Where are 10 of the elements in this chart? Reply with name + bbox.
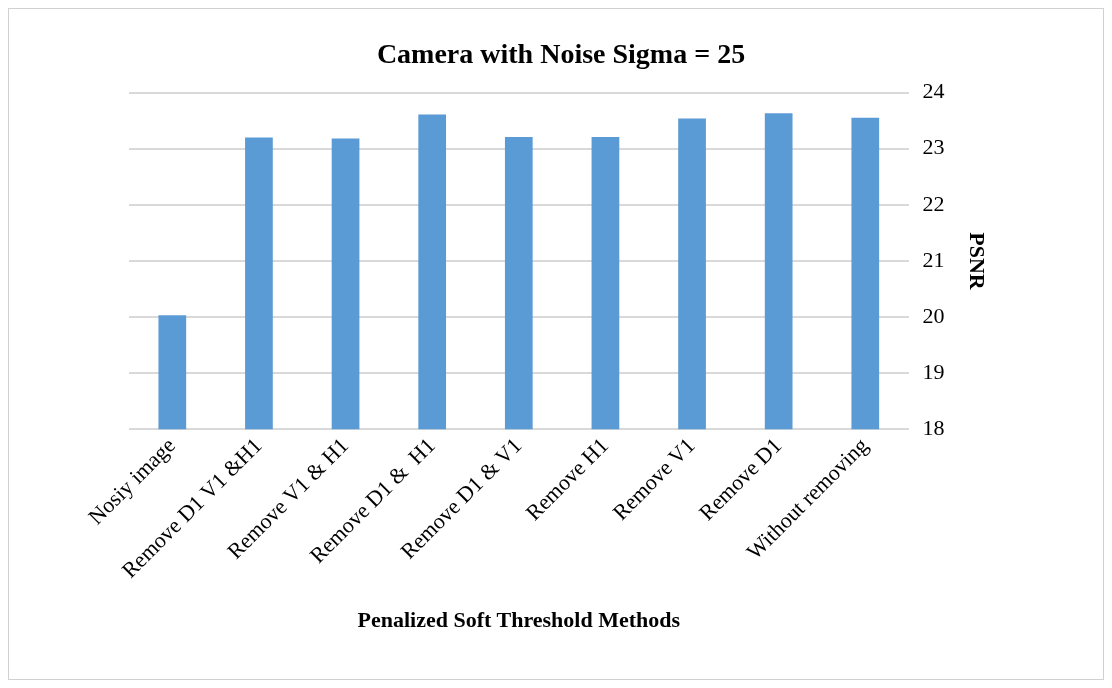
x-axis-title: Penalized Soft Threshold Methods: [357, 607, 681, 633]
y-tick-label: 19: [922, 358, 945, 384]
y-tick-label: 20: [922, 302, 945, 328]
y-tick-label: 21: [922, 246, 945, 272]
chart-title: Camera with Noise Sigma = 25: [376, 38, 746, 70]
y-axis-title: PSNR: [965, 232, 991, 291]
y-tick-label: 18: [922, 415, 945, 441]
y-tick-label: 23: [922, 134, 945, 160]
y-tick-label: 24: [922, 78, 945, 104]
y-tick-label: 22: [922, 190, 945, 216]
